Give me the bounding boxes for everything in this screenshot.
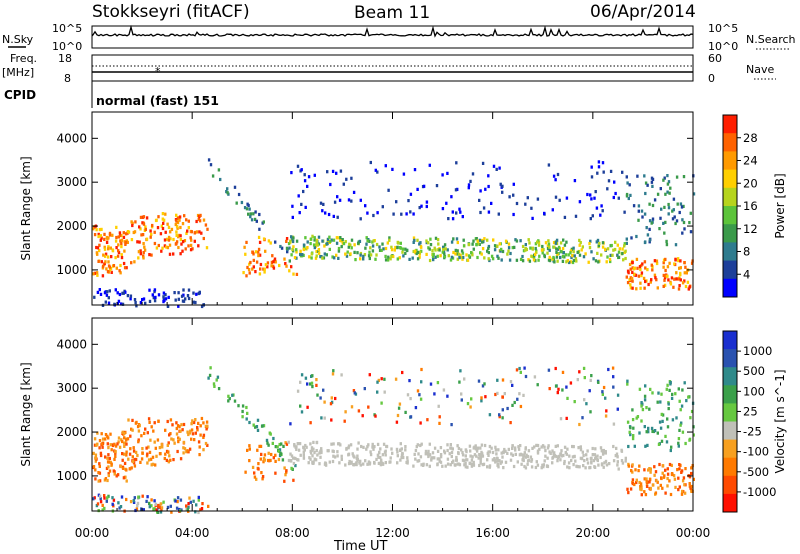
colorbar-tick-label: -1000: [743, 485, 776, 499]
colorbar-tick-label: 20: [743, 176, 758, 190]
colorbar-tick-label: 1000: [743, 344, 772, 358]
colorbar-swatch: [723, 439, 737, 459]
colorbar-swatch: [723, 242, 737, 261]
colorbar-tick-label: 8: [743, 245, 750, 259]
x-tick-label: 04:00: [175, 526, 210, 540]
colorbar-label: Power [dB]: [773, 173, 787, 238]
nsky-top-tick: 10^5: [52, 22, 82, 35]
nsky-panel-frame: [91, 25, 694, 49]
date-title: 06/Apr/2014: [590, 2, 696, 22]
colorbar-tick-label: 500: [743, 364, 765, 378]
y-tick-label: 1000: [56, 469, 87, 483]
nsky-label: N.Sky: [2, 33, 34, 46]
freq-panel-frame: [91, 54, 694, 82]
colorbar-tick-label: 16: [743, 199, 758, 213]
nsky-trace: [91, 24, 694, 49]
cpid-value: normal (fast) 151: [96, 93, 219, 108]
colorbar-swatch: [723, 151, 737, 170]
colorbar-swatch: [723, 115, 737, 134]
colorbar-swatch: [723, 260, 737, 280]
x-tick-label: 00:00: [75, 526, 110, 540]
nave-top-tick: 60: [708, 52, 722, 65]
colorbar-swatch: [723, 367, 737, 386]
velocity-colorbar: 1000 500 100 25 -25 -100 -500 -1000 Velocity [m …: [722, 330, 787, 513]
colorbar-swatch: [723, 224, 737, 243]
nsearch-label: N.Search: [746, 33, 796, 46]
nsky-bottom-tick: 10^0: [52, 40, 82, 53]
colorbar-tick-label: -500: [743, 465, 769, 479]
beam-title: Beam 11: [354, 3, 430, 23]
colorbar-swatch: [723, 187, 737, 207]
colorbar-swatch: [723, 457, 737, 477]
power-colorbar: 4 8 12 16 20 24 28 Power [dB]: [722, 114, 787, 298]
colorbar-swatch: [723, 278, 737, 298]
nsearch-top-tick: 10^5: [708, 22, 738, 35]
colorbar-tick-label: 28: [743, 131, 758, 145]
nsearch-bottom-tick: 10^0: [708, 40, 738, 53]
colorbar-label: Velocity [m s^-1]: [773, 369, 787, 473]
colorbar-swatch: [723, 169, 737, 189]
colorbar-tick-label: 4: [743, 267, 750, 281]
colorbar-swatch: [723, 331, 737, 350]
nave-bottom-tick: 0: [708, 72, 715, 85]
nsky-line: [91, 24, 694, 38]
colorbar-tick-label: 25: [743, 404, 758, 418]
x-tick-label: 20:00: [576, 526, 611, 540]
colorbar-swatch: [723, 349, 737, 368]
y-tick-label: 3000: [56, 175, 87, 189]
y-tick-label: 3000: [56, 381, 87, 395]
colorbar-swatch: [723, 403, 737, 422]
colorbar-tick-label: 24: [743, 154, 758, 168]
x-tick-label: 08:00: [275, 526, 310, 540]
freq-unit: [MHz]: [2, 66, 34, 79]
y-tick-label: 2000: [56, 425, 87, 439]
station-title: Stokkseyri (fitACF): [92, 2, 250, 22]
colorbar-tick-label: -25: [743, 425, 762, 439]
colorbar-tick-label: 100: [743, 384, 765, 398]
data-scatter: [92, 366, 695, 515]
colorbar-swatch: [723, 475, 737, 495]
x-tick-label: 00:00: [676, 526, 711, 540]
y-tick-label: 2000: [56, 219, 87, 233]
y-tick-label: 4000: [56, 131, 87, 145]
y-tick-label: 1000: [56, 263, 87, 277]
freq-trace-glitch: *: [155, 65, 161, 78]
colorbar-tick-label: -100: [743, 445, 769, 459]
plot-background: [92, 318, 693, 511]
power-panel: 1000 2000 3000 4000 Slant Range [km]: [19, 111, 696, 309]
plot-background: [92, 112, 693, 305]
cpid-label: CPID: [4, 88, 36, 102]
nave-label: Nave: [746, 63, 774, 76]
y-tick-label: 4000: [56, 337, 87, 351]
colorbar-swatch: [723, 385, 737, 404]
colorbar-swatch: [723, 133, 737, 152]
x-tick-label: 12:00: [375, 526, 410, 540]
y-axis-label: Slant Range [km]: [19, 156, 33, 260]
colorbar-tick-label: 12: [743, 222, 758, 236]
freq-top-tick: 18: [58, 52, 72, 65]
velocity-panel: 1000 2000 3000 4000 Slant Range [km] 00:00 04:…: [19, 317, 711, 540]
colorbar-swatch: [723, 493, 737, 513]
x-axis-title: Time UT: [333, 539, 387, 554]
freq-bottom-tick: 8: [64, 72, 71, 85]
freq-label: Freq.: [10, 52, 37, 65]
colorbar-frame: [722, 330, 738, 513]
x-tick-label: 16:00: [475, 526, 510, 540]
colorbar-swatch: [723, 421, 737, 440]
y-axis-label: Slant Range [km]: [19, 362, 33, 466]
colorbar-swatch: [723, 206, 737, 225]
